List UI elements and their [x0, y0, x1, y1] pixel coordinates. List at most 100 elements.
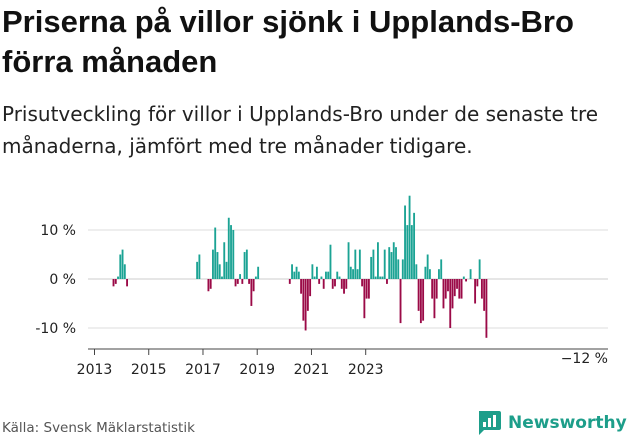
bar — [449, 279, 452, 328]
bar — [456, 279, 458, 289]
bar — [480, 279, 483, 299]
bar — [352, 269, 354, 279]
bar — [367, 279, 370, 299]
bar — [408, 195, 411, 279]
bar — [112, 279, 115, 287]
bar — [392, 242, 395, 279]
bar — [214, 227, 217, 279]
bar — [325, 271, 327, 279]
bar — [313, 276, 316, 279]
bar — [239, 274, 241, 279]
bar — [250, 279, 253, 306]
bar — [424, 266, 427, 279]
bar — [232, 230, 235, 279]
bar — [218, 264, 221, 279]
bar — [236, 279, 239, 284]
bar — [336, 271, 339, 279]
bar — [126, 279, 128, 287]
bar — [343, 279, 345, 294]
chart-subtitle: Prisutveckling för villor i Upplands-Bro… — [2, 102, 599, 158]
bar — [254, 276, 257, 279]
chart-title: Priserna på villor sjönk i Upplands-Bro … — [2, 4, 574, 79]
bar — [216, 252, 219, 279]
bar — [428, 269, 431, 279]
bar — [345, 279, 348, 289]
bar — [426, 254, 429, 279]
source-note: Källa: Svensk Mäklarstatistik — [2, 420, 195, 436]
bar — [227, 217, 230, 279]
bar — [422, 279, 425, 321]
bar — [417, 279, 420, 311]
x-tick-label: 2013 — [77, 362, 113, 378]
bar — [340, 279, 343, 289]
axes: 10 % 0 % -10 % 2013 2015 2017 2019 2021 2023 −12 … — [35, 223, 608, 378]
bar — [225, 261, 228, 279]
bar — [442, 279, 445, 309]
bar — [478, 259, 481, 279]
bar — [354, 249, 357, 279]
bar — [395, 247, 397, 279]
bar — [243, 252, 246, 279]
bar — [410, 225, 413, 279]
bar — [388, 247, 391, 279]
last-value-label: −12 % — [561, 351, 608, 367]
bar — [365, 279, 368, 299]
bar — [483, 279, 486, 311]
bar — [383, 249, 386, 279]
bar — [331, 279, 334, 289]
bar — [329, 244, 332, 279]
x-tick-label: 2021 — [294, 362, 330, 378]
bar — [248, 279, 251, 284]
bar — [485, 279, 488, 338]
bar — [309, 279, 312, 297]
bar — [311, 264, 314, 279]
bar — [440, 259, 443, 279]
y-tick-label: 0 % — [49, 272, 76, 288]
bar — [320, 276, 323, 279]
bar — [347, 242, 350, 279]
bar — [306, 279, 309, 311]
bar — [304, 279, 307, 331]
bar — [322, 279, 325, 289]
bars — [112, 195, 488, 338]
bar — [453, 279, 456, 297]
bar — [300, 279, 303, 294]
bar — [419, 279, 422, 324]
bar — [390, 252, 393, 279]
bar — [257, 266, 260, 279]
bar — [121, 249, 124, 279]
bar — [295, 266, 298, 279]
bar — [327, 271, 330, 279]
bar — [230, 225, 232, 279]
bar — [223, 242, 226, 279]
bar — [288, 279, 291, 284]
bar — [361, 279, 364, 287]
bar — [293, 271, 296, 279]
x-tick-label: 2017 — [185, 362, 221, 378]
bar — [404, 205, 406, 279]
bar — [413, 212, 416, 279]
y-tick-label: -10 % — [35, 321, 76, 337]
bar — [117, 276, 119, 279]
bar — [334, 279, 336, 287]
bar — [374, 276, 377, 279]
bar — [476, 279, 479, 287]
bar — [221, 276, 223, 279]
bar — [399, 279, 402, 324]
bar — [349, 266, 352, 279]
bar — [444, 279, 447, 299]
bar — [460, 279, 463, 299]
bar — [406, 225, 409, 279]
bar — [397, 259, 400, 279]
bar — [119, 254, 122, 279]
bar — [431, 279, 434, 299]
bar — [302, 279, 305, 321]
bar — [291, 264, 293, 279]
bar — [356, 269, 359, 279]
bar — [433, 279, 436, 319]
bar — [252, 279, 255, 292]
bar — [474, 279, 477, 304]
bar — [234, 279, 237, 287]
bar — [209, 279, 212, 289]
x-tick-label: 2023 — [348, 362, 384, 378]
